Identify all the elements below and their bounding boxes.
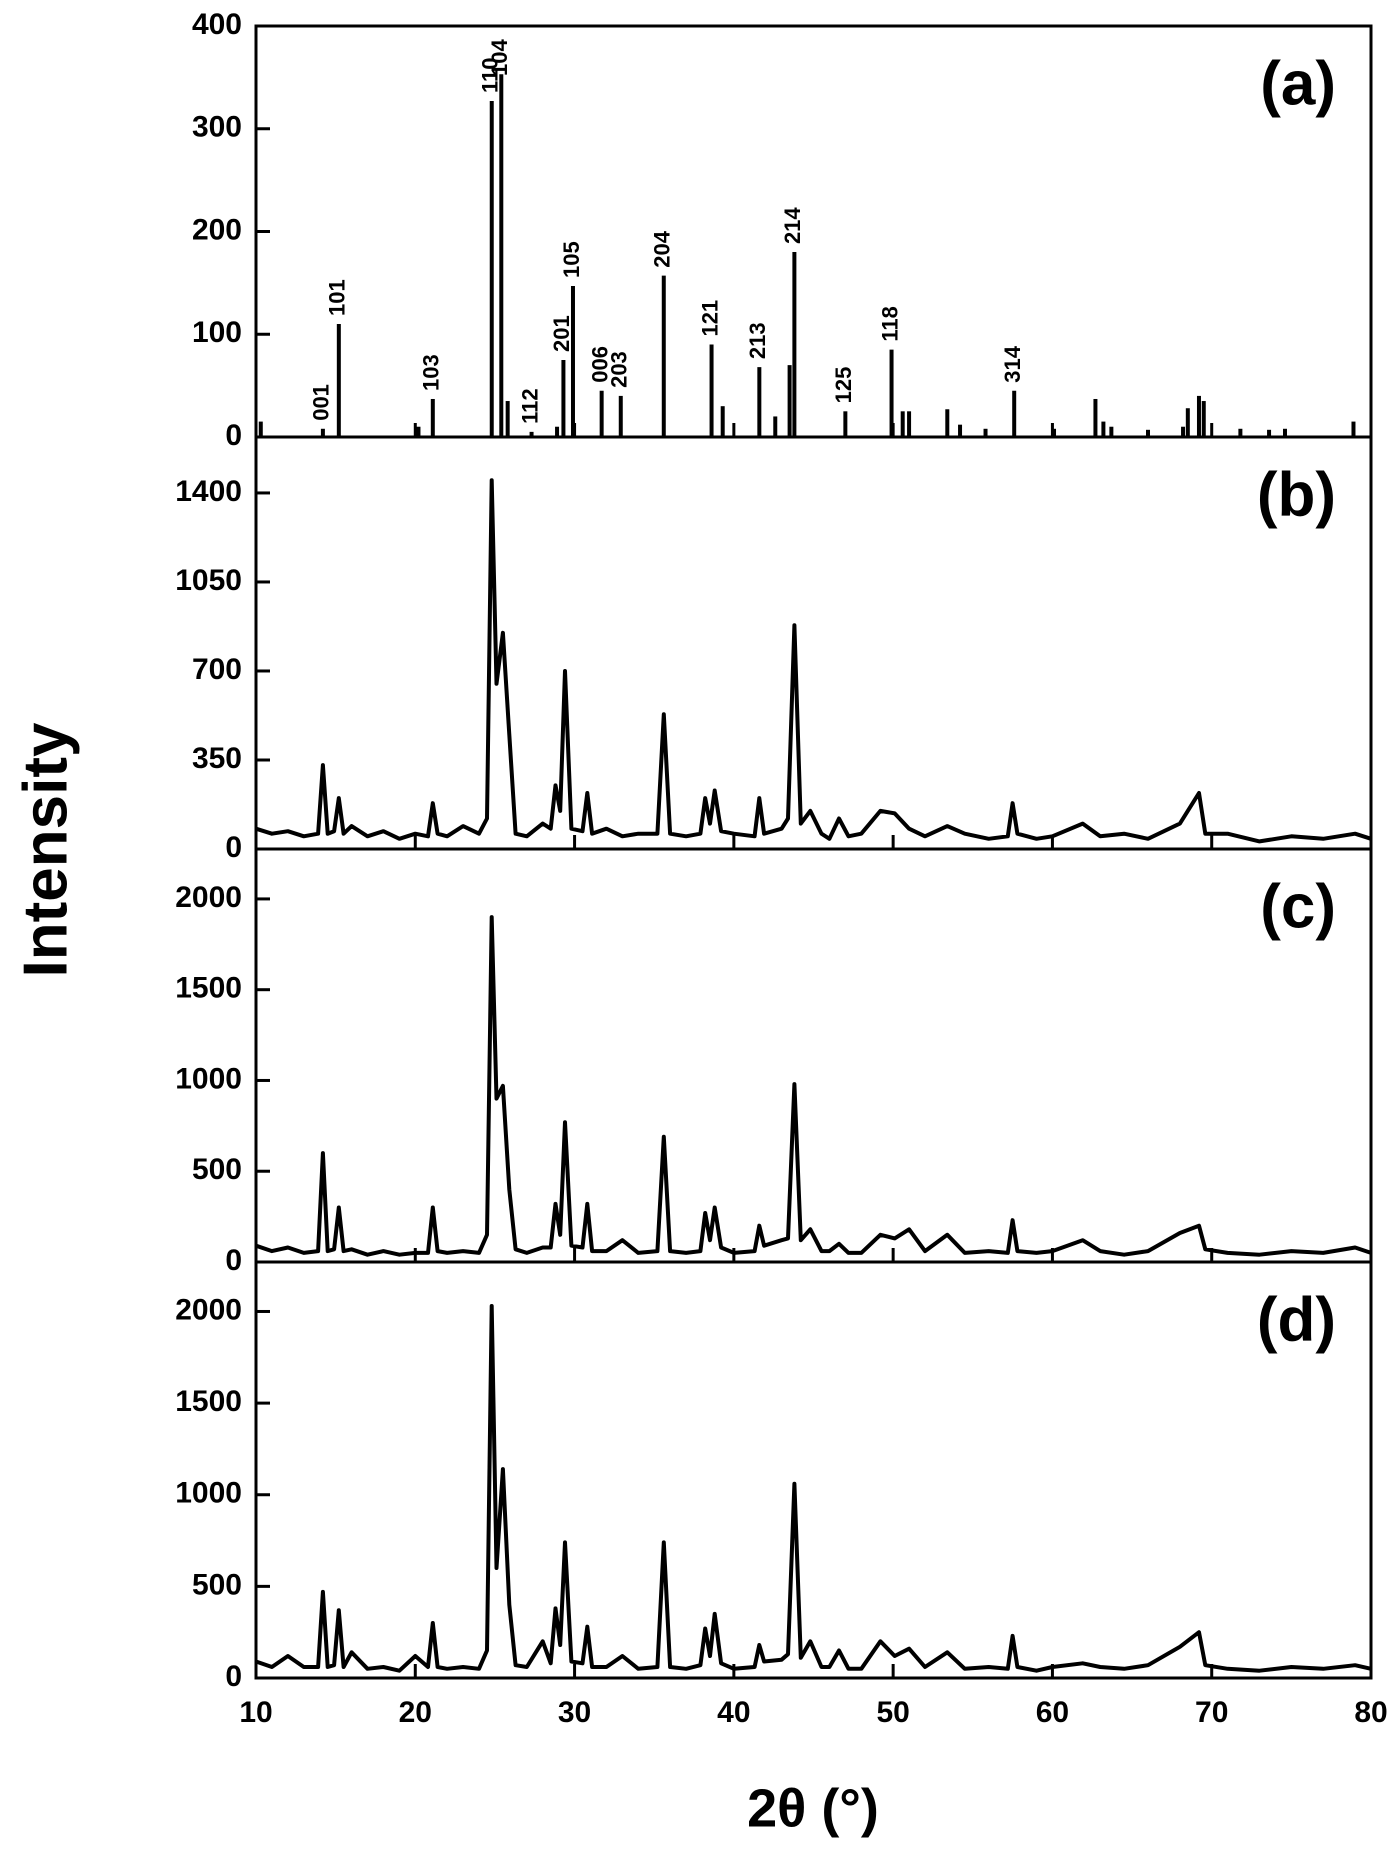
peak-index-label: 001 <box>309 384 334 421</box>
peak-index-label: 203 <box>607 351 632 388</box>
y-tick-label: 500 <box>192 1568 242 1601</box>
x-tick-label: 60 <box>1036 1696 1069 1729</box>
panel-frame <box>254 847 1373 1264</box>
x-tick-label: 70 <box>1195 1696 1228 1729</box>
y-tick-label: 2000 <box>175 1293 242 1326</box>
xrd-pattern <box>255 915 1372 1257</box>
peak-index-label: 201 <box>549 315 574 352</box>
panel-label: (a) <box>1260 49 1336 118</box>
peak-index-label: 101 <box>325 279 350 316</box>
y-tick-label: 0 <box>225 419 242 452</box>
y-tick-label: 1500 <box>175 972 242 1005</box>
y-tick-label: 1000 <box>175 1477 242 1510</box>
peak-index-label: 112 <box>517 388 542 424</box>
y-tick-label: 350 <box>192 742 242 775</box>
peak-index-label: 121 <box>697 300 722 337</box>
x-tick-label: 10 <box>239 1696 272 1729</box>
xrd-pattern <box>255 1304 1372 1673</box>
y-tick-label: 300 <box>192 111 242 144</box>
y-tick-label: 700 <box>192 653 242 686</box>
y-tick-label: 1400 <box>175 475 242 508</box>
peak-index-label: 213 <box>745 322 770 359</box>
y-tick-label: 2000 <box>175 881 242 914</box>
y-tick-label: 1500 <box>175 1385 242 1418</box>
y-tick-label: 100 <box>192 316 242 349</box>
panel-label: (d) <box>1257 1285 1336 1354</box>
peak-index-label: 314 <box>1000 345 1025 382</box>
peak-index-label: 118 <box>877 306 902 342</box>
peak-index-label: 110 <box>478 58 503 94</box>
y-tick-label: 0 <box>225 831 242 864</box>
y-axis-label: Intensity <box>11 722 80 977</box>
x-axis-label: 2θ (°) <box>747 1778 879 1838</box>
y-tick-label: 1050 <box>175 564 242 597</box>
y-tick-label: 0 <box>225 1244 242 1277</box>
panel-frame <box>254 435 1373 851</box>
panel-label: (b) <box>1257 460 1336 529</box>
peak-index-label: 105 <box>559 241 584 278</box>
peak-index-label: 125 <box>831 367 856 404</box>
panel-label: (c) <box>1260 872 1336 941</box>
peak-index-label: 103 <box>419 354 444 391</box>
y-tick-label: 500 <box>192 1153 242 1186</box>
y-tick-label: 200 <box>192 213 242 246</box>
x-tick-label: 20 <box>399 1696 432 1729</box>
panel-frame <box>254 1260 1373 1680</box>
peak-index-label: 214 <box>780 207 805 244</box>
peak-index-label: 204 <box>650 230 675 267</box>
xrd-pattern <box>255 478 1372 844</box>
y-tick-label: 1000 <box>175 1062 242 1095</box>
x-tick-label: 80 <box>1354 1696 1387 1729</box>
x-tick-label: 40 <box>717 1696 750 1729</box>
x-tick-label: 30 <box>558 1696 591 1729</box>
y-tick-label: 400 <box>192 8 242 41</box>
peak-index-label: 006 <box>587 346 612 383</box>
x-tick-label: 50 <box>876 1696 909 1729</box>
y-tick-label: 0 <box>225 1660 242 1693</box>
peak-index-label: 104 <box>487 39 512 76</box>
